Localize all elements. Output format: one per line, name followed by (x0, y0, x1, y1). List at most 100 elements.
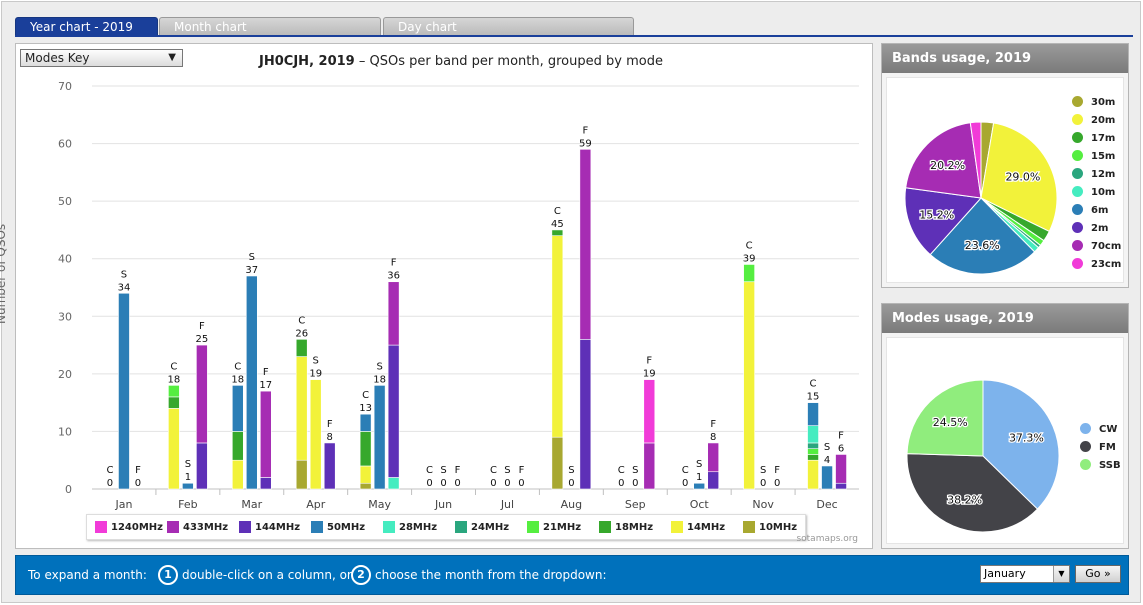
bar-segment[interactable] (245, 275, 258, 490)
pie-legend-item[interactable]: SSB (1080, 459, 1121, 477)
bar-segment[interactable] (807, 448, 819, 455)
modes-key-dropdown[interactable]: Modes Key ▼ (20, 49, 183, 67)
bar-segment[interactable] (295, 356, 308, 461)
bar-segment[interactable] (807, 442, 819, 450)
pie-legend-item[interactable]: 20m (1072, 114, 1121, 132)
legend-swatch (455, 521, 467, 533)
pie-slice[interactable] (980, 122, 1058, 233)
legend-item[interactable]: 14MHz (671, 521, 725, 535)
bar-segment[interactable] (295, 459, 308, 490)
bar-segment[interactable] (168, 385, 180, 398)
pie-slice[interactable] (905, 122, 982, 199)
month-select[interactable]: January ▼ (980, 565, 1070, 583)
pie-legend-item[interactable]: FM (1080, 441, 1121, 459)
bar-segment[interactable] (118, 292, 130, 490)
pie-legend-item[interactable]: 2m (1072, 222, 1121, 240)
pie-slice[interactable] (969, 121, 982, 199)
bar-mode-label: S (313, 356, 319, 367)
bar-segment[interactable] (693, 482, 706, 490)
legend-item[interactable]: 50MHz (311, 521, 365, 535)
bar-total-label: 4 (824, 455, 830, 466)
pie-legend-dot (1072, 114, 1083, 125)
bar-segment[interactable] (743, 264, 755, 283)
bar-total-label: 0 (504, 478, 510, 489)
bar-segment[interactable] (835, 482, 847, 490)
bar-segment[interactable] (359, 482, 372, 490)
bar-segment[interactable] (551, 229, 564, 236)
qso-chart-panel: Modes Key ▼ JH0CJH, 2019 – QSOs per band… (0, 43, 873, 549)
bar-segment[interactable] (807, 425, 819, 444)
pie-legend-item[interactable]: CW (1080, 423, 1121, 441)
bar-segment[interactable] (168, 408, 180, 490)
pie-legend-item[interactable]: 12m (1072, 168, 1121, 186)
bar-segment[interactable] (182, 482, 194, 490)
pie-slice[interactable] (929, 197, 1036, 275)
bar-segment[interactable] (551, 436, 564, 490)
bar-segment[interactable] (807, 402, 819, 426)
bar-segment[interactable] (309, 379, 322, 490)
go-button[interactable]: Go » (1075, 565, 1121, 583)
legend-item[interactable]: 28MHz (383, 521, 437, 535)
pie-legend-item[interactable]: 17m (1072, 132, 1121, 150)
bar-segment[interactable] (579, 339, 592, 490)
tab-month-chart[interactable]: Month chart (159, 17, 381, 36)
bar-segment[interactable] (707, 442, 720, 473)
bar-segment[interactable] (359, 413, 372, 432)
bar-segment[interactable] (196, 442, 208, 490)
pie-legend-item[interactable]: 30m (1072, 96, 1121, 114)
bar-total-label: 0 (618, 478, 624, 489)
bar-segment[interactable] (295, 339, 308, 357)
tab-year-chart[interactable]: Year chart - 2019 (15, 17, 158, 36)
pie-legend-item[interactable]: 6m (1072, 204, 1121, 222)
bar-segment[interactable] (387, 344, 400, 478)
bar-segment[interactable] (196, 344, 208, 444)
legend-item[interactable]: 144MHz (239, 521, 300, 535)
pie-slice[interactable] (982, 379, 1060, 510)
bar-segment[interactable] (359, 465, 372, 484)
tab-day-chart[interactable]: Day chart (383, 17, 634, 36)
bar-segment[interactable] (387, 281, 400, 346)
bar-segment[interactable] (231, 431, 244, 461)
pie-legend-item[interactable]: 10m (1072, 186, 1121, 204)
bar-segment[interactable] (551, 235, 564, 438)
bar-mode-label: C (618, 465, 625, 476)
bar-segment[interactable] (259, 390, 272, 478)
y-tick-label: 60 (58, 138, 72, 151)
bar-segment[interactable] (821, 465, 833, 490)
bar-segment[interactable] (323, 442, 336, 490)
bar-segment[interactable] (835, 454, 847, 484)
pie-legend-item[interactable]: 23cm (1072, 258, 1121, 276)
legend-item[interactable]: 433MHz (167, 521, 228, 535)
bar-segment[interactable] (643, 379, 656, 444)
bar-mode-label: F (519, 465, 525, 476)
pie-slice[interactable] (906, 379, 984, 457)
bar-segment[interactable] (259, 477, 272, 490)
modes-usage-title: Modes usage, 2019 (882, 304, 1128, 333)
pie-legend-item[interactable]: 70cm (1072, 240, 1121, 258)
bar-segment[interactable] (231, 459, 244, 490)
bar-segment[interactable] (359, 431, 372, 467)
legend-item[interactable]: 21MHz (527, 521, 581, 535)
legend-item[interactable]: 1240MHz (95, 521, 163, 535)
bar-segment[interactable] (231, 385, 244, 432)
legend-item[interactable]: 18MHz (599, 521, 653, 535)
bar-total-label: 0 (632, 478, 638, 489)
legend-item[interactable]: 10MHz (743, 521, 797, 535)
bar-segment[interactable] (373, 385, 386, 490)
pie-slice[interactable] (906, 453, 1039, 533)
pie-legend-label: 70cm (1091, 241, 1122, 252)
bar-segment[interactable] (168, 396, 180, 409)
bar-segment[interactable] (579, 149, 592, 340)
bar-segment[interactable] (707, 471, 720, 490)
pie-legend-label: 12m (1091, 169, 1116, 180)
bar-segment[interactable] (743, 281, 755, 490)
y-tick-label: 20 (58, 368, 72, 381)
pie-legend-item[interactable]: 15m (1072, 150, 1121, 168)
bar-segment[interactable] (387, 477, 400, 490)
bar-segment[interactable] (643, 442, 656, 490)
pie-slice[interactable] (904, 187, 983, 256)
bar-segment[interactable] (807, 454, 819, 461)
legend-item[interactable]: 24MHz (455, 521, 509, 535)
bar-total-label: 45 (551, 219, 564, 230)
bar-segment[interactable] (807, 459, 819, 490)
